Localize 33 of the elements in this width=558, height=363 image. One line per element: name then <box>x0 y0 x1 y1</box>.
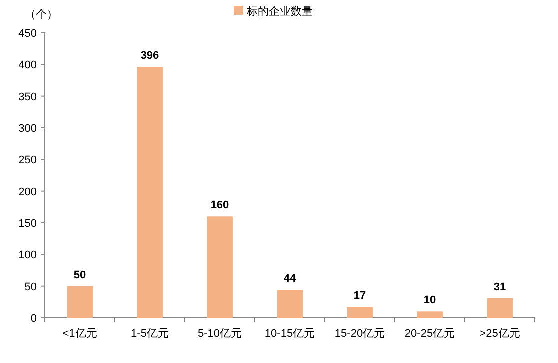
bar <box>487 298 513 318</box>
y-tick-label: 450 <box>18 28 37 40</box>
bar <box>67 286 93 318</box>
bar <box>347 307 373 318</box>
legend-label: 标的企业数量 <box>246 5 313 18</box>
y-axis-title: （个） <box>25 9 58 21</box>
bar <box>277 290 303 318</box>
y-tick-label: 100 <box>18 250 37 262</box>
data-label: 10 <box>424 294 436 307</box>
y-tick-label: 150 <box>18 218 37 230</box>
data-label: 50 <box>74 269 86 282</box>
data-label: 44 <box>284 273 297 286</box>
y-tick-label: 50 <box>24 281 37 294</box>
bar <box>417 312 443 318</box>
data-label: 160 <box>210 200 230 212</box>
y-tick-label: 400 <box>18 60 37 72</box>
data-label: 396 <box>140 50 160 62</box>
bar <box>207 216 233 318</box>
x-tick-label: 5-10亿元 <box>198 328 242 340</box>
y-tick-label: 350 <box>18 91 37 104</box>
x-tick-label: <1亿元 <box>62 328 98 340</box>
data-label: 17 <box>354 290 366 302</box>
y-tick-label: 0 <box>30 313 37 325</box>
x-tick-label: 15-20亿元 <box>334 328 386 340</box>
x-tick-label: 20-25亿元 <box>404 328 456 340</box>
y-tick-label: 250 <box>18 154 37 167</box>
y-tick-label: 200 <box>18 186 37 198</box>
x-tick-label: 1-5亿元 <box>131 328 169 340</box>
x-tick-label: >25亿元 <box>480 328 520 340</box>
data-label: 31 <box>494 281 506 294</box>
y-tick-label: 300 <box>18 123 37 135</box>
bar <box>137 67 163 318</box>
x-tick-label: 10-15亿元 <box>264 328 316 340</box>
